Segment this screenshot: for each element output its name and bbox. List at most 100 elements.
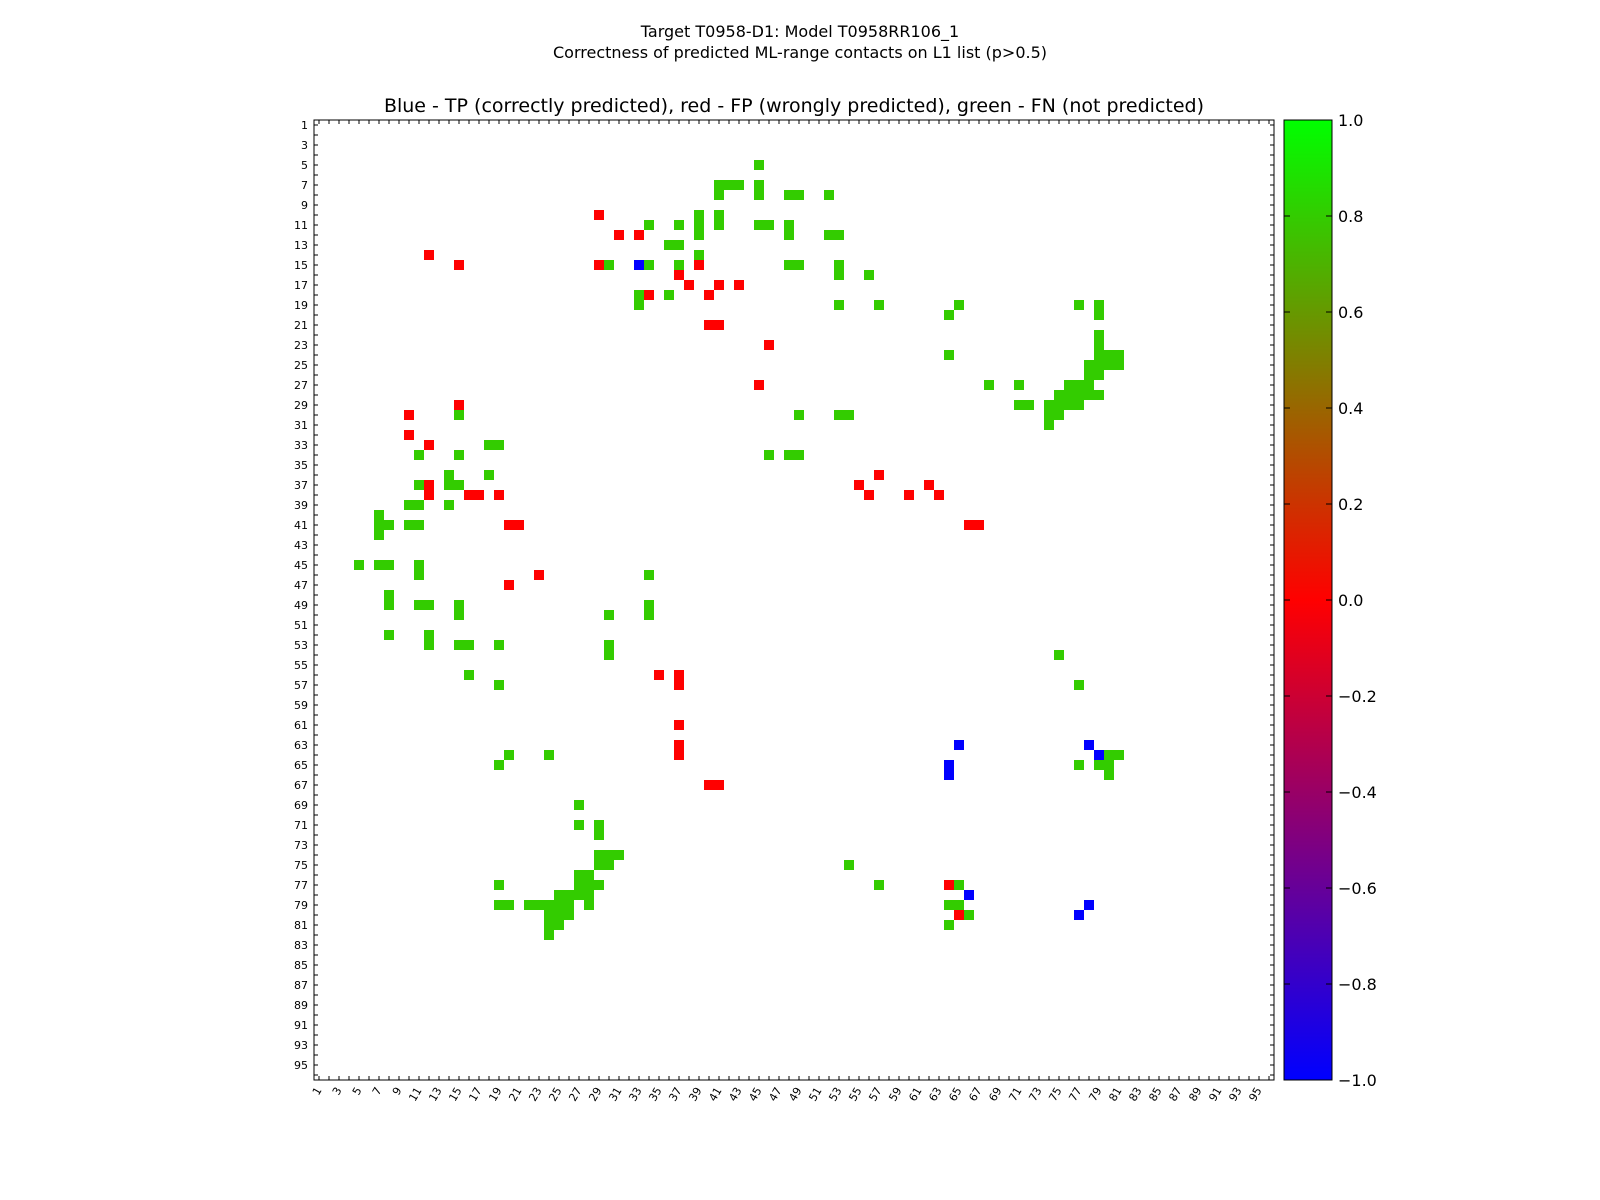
fn-cell [604, 260, 614, 270]
fn-cell [1094, 310, 1104, 320]
fp-cell [714, 280, 724, 290]
fp-cell [514, 520, 524, 530]
x-tick-label: 81 [1106, 1085, 1124, 1104]
fn-cell [444, 500, 454, 510]
fp-cell [424, 490, 434, 500]
y-tick-label: 49 [294, 599, 308, 612]
fn-cell [714, 180, 724, 190]
fn-cell [494, 880, 504, 890]
fn-cell [544, 930, 554, 940]
fn-cell [954, 880, 964, 890]
y-tick-label: 57 [294, 679, 308, 692]
y-tick-label: 73 [294, 839, 308, 852]
fn-cell [724, 180, 734, 190]
fn-cell [374, 510, 384, 520]
colorbar-tick-label: 0.6 [1338, 303, 1363, 322]
y-tick-label: 7 [301, 179, 308, 192]
fn-cell [554, 910, 564, 920]
fn-cell [414, 500, 424, 510]
fn-cell [494, 760, 504, 770]
fn-cell [424, 630, 434, 640]
heatmap-cells [354, 160, 1124, 940]
fp-cell [704, 320, 714, 330]
y-tick-label: 5 [301, 159, 308, 172]
fn-cell [544, 920, 554, 930]
x-tick-label: 67 [966, 1085, 984, 1104]
y-tick-label: 45 [294, 559, 308, 572]
y-tick-label: 63 [294, 739, 308, 752]
fn-cell [404, 500, 414, 510]
fp-cell [614, 230, 624, 240]
fn-cell [1114, 750, 1124, 760]
fn-cell [1044, 420, 1054, 430]
y-tick-label: 15 [294, 259, 308, 272]
fn-cell [954, 900, 964, 910]
fn-cell [414, 560, 424, 570]
fp-cell [474, 490, 484, 500]
fp-cell [874, 470, 884, 480]
fp-cell [654, 670, 664, 680]
fn-cell [694, 210, 704, 220]
x-tick-label: 77 [1066, 1085, 1084, 1104]
x-tick-label: 75 [1046, 1085, 1064, 1104]
y-tick-label: 1 [301, 119, 308, 132]
fn-cell [544, 750, 554, 760]
fn-cell [384, 590, 394, 600]
y-tick-label: 35 [294, 459, 308, 472]
fn-cell [1094, 340, 1104, 350]
tp-cell [634, 260, 644, 270]
x-tick-label: 55 [846, 1085, 864, 1104]
x-tick-label: 3 [330, 1085, 345, 1098]
colorbar-ticks: 1.0 0.8 0.6 0.4 0.2 0.0 −0.2 −0.4 −0.6 −0.8 −1.0 [1284, 111, 1377, 1090]
y-tick-label: 87 [294, 979, 308, 992]
fn-cell [644, 610, 654, 620]
fn-cell [694, 230, 704, 240]
y-tick-label: 11 [294, 219, 308, 232]
y-tick-label: 95 [294, 1059, 308, 1072]
x-tick-label: 21 [506, 1085, 524, 1104]
fn-cell [1094, 760, 1104, 770]
fn-cell [454, 640, 464, 650]
fn-cell [1074, 760, 1084, 770]
fn-cell [944, 900, 954, 910]
fn-cell [414, 520, 424, 530]
fn-cell [1024, 400, 1034, 410]
x-tick-label: 43 [726, 1085, 744, 1104]
fn-cell [544, 900, 554, 910]
fn-cell [494, 440, 504, 450]
fn-cell [644, 220, 654, 230]
fn-cell [604, 650, 614, 660]
fn-cell [1054, 400, 1064, 410]
fn-cell [1014, 400, 1024, 410]
y-tick-label: 85 [294, 959, 308, 972]
fn-cell [824, 230, 834, 240]
fn-cell [1104, 760, 1114, 770]
x-tick-label: 5 [350, 1085, 365, 1098]
x-tick-label: 65 [946, 1085, 964, 1104]
fp-cell [694, 260, 704, 270]
fp-cell [644, 290, 654, 300]
fn-cell [374, 520, 384, 530]
fn-cell [494, 640, 504, 650]
fn-cell [674, 240, 684, 250]
fn-cell [1044, 400, 1054, 410]
fn-cell [424, 640, 434, 650]
fn-cell [794, 450, 804, 460]
colorbar-tick-label: 0.0 [1338, 591, 1363, 610]
fn-cell [1014, 380, 1024, 390]
fn-cell [1104, 350, 1114, 360]
fn-cell [844, 860, 854, 870]
fn-cell [1074, 380, 1084, 390]
x-tick-label: 19 [486, 1085, 504, 1104]
x-tick-label: 17 [466, 1085, 484, 1104]
fn-cell [1094, 330, 1104, 340]
fn-cell [534, 900, 544, 910]
fn-cell [714, 190, 724, 200]
x-tick-label: 37 [666, 1085, 684, 1104]
fn-cell [1104, 770, 1114, 780]
fn-cell [414, 480, 424, 490]
fn-cell [1094, 360, 1104, 370]
fn-cell [754, 180, 764, 190]
colorbar [1283, 119, 1333, 1081]
x-tick-label: 71 [1006, 1085, 1024, 1104]
